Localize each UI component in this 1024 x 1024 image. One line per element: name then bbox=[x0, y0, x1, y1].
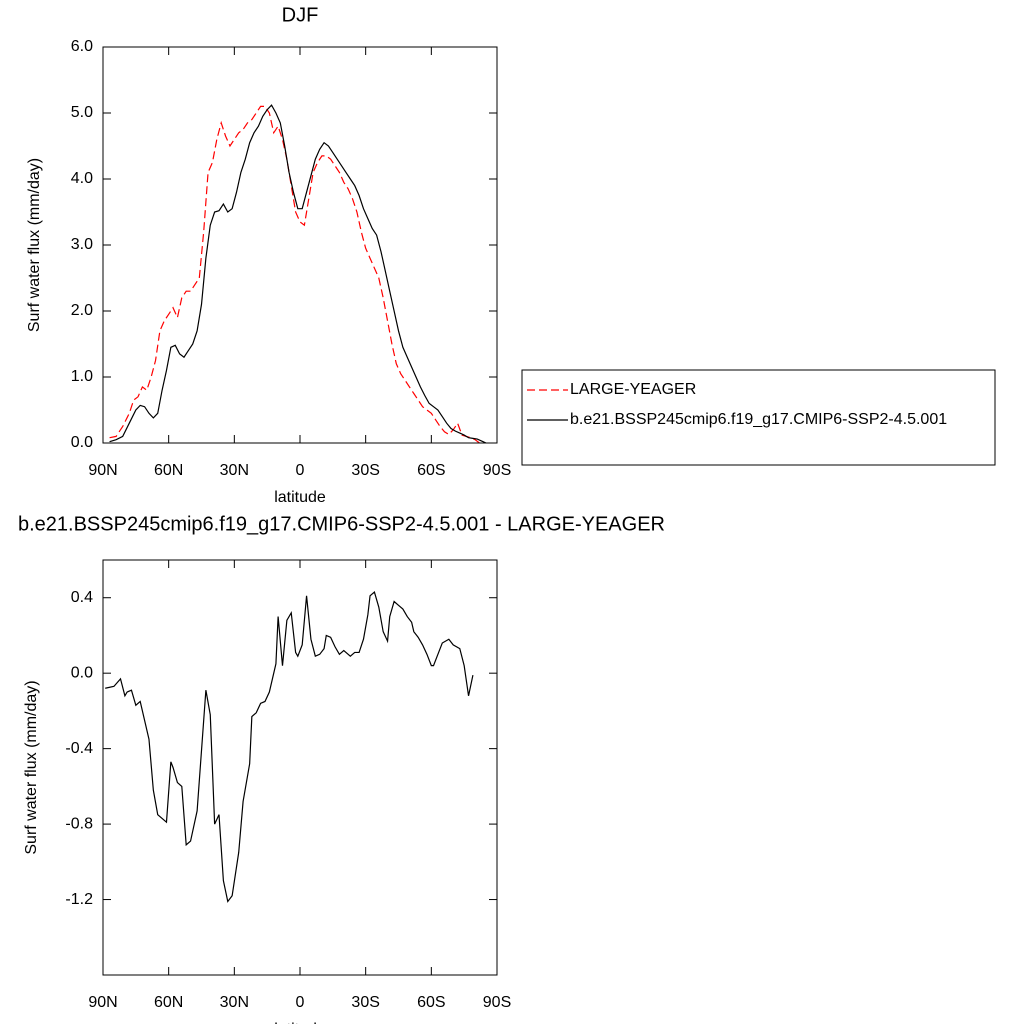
y-tick-label: 6.0 bbox=[71, 38, 93, 55]
x-tick-label: 90N bbox=[88, 994, 117, 1011]
plot-frame bbox=[102, 559, 498, 976]
chart-title: b.e21.BSSP245cmip6.f19_g17.CMIP6-SSP2-4.… bbox=[18, 513, 665, 535]
x-tick-label: 0 bbox=[296, 462, 305, 479]
y-axis-label: Surf water flux (mm/day) bbox=[26, 158, 43, 332]
y-axis-label: Surf water flux (mm/day) bbox=[23, 680, 40, 854]
x-tick-label: 90N bbox=[88, 462, 117, 479]
x-tick-label: 60N bbox=[154, 994, 183, 1011]
y-tick-label: -0.4 bbox=[65, 740, 93, 757]
y-tick-label: 3.0 bbox=[71, 236, 93, 253]
x-tick-label: 0 bbox=[296, 994, 305, 1011]
plot-frame bbox=[102, 46, 498, 444]
x-tick-label: 60S bbox=[417, 462, 445, 479]
x-tick-label: 30S bbox=[351, 994, 379, 1011]
x-tick-label: 30N bbox=[220, 462, 249, 479]
legend-label: b.e21.BSSP245cmip6.f19_g17.CMIP6-SSP2-4.… bbox=[570, 411, 947, 428]
y-tick-label: -0.8 bbox=[65, 815, 93, 832]
y-tick-label: 2.0 bbox=[71, 302, 93, 319]
x-tick-label: 30S bbox=[351, 462, 379, 479]
x-axis-label: latitude bbox=[274, 489, 326, 506]
y-tick-label: -1.2 bbox=[65, 891, 93, 908]
legend-label: LARGE-YEAGER bbox=[570, 381, 696, 398]
x-tick-label: 90S bbox=[483, 994, 511, 1011]
data-line bbox=[109, 104, 487, 444]
chart-title: DJF bbox=[282, 4, 319, 26]
y-tick-label: 0.4 bbox=[71, 589, 93, 606]
y-tick-label: 5.0 bbox=[71, 104, 93, 121]
legend-box bbox=[521, 369, 996, 466]
x-tick-label: 60S bbox=[417, 994, 445, 1011]
x-axis-label: latitude bbox=[274, 1021, 326, 1024]
x-tick-label: 30N bbox=[220, 994, 249, 1011]
y-tick-label: 0.0 bbox=[71, 664, 93, 681]
x-tick-label: 90S bbox=[483, 462, 511, 479]
y-tick-label: 0.0 bbox=[71, 434, 93, 451]
data-line bbox=[109, 105, 480, 444]
data-line bbox=[105, 591, 474, 903]
y-tick-label: 4.0 bbox=[71, 170, 93, 187]
x-tick-label: 60N bbox=[154, 462, 183, 479]
y-tick-label: 1.0 bbox=[71, 368, 93, 385]
